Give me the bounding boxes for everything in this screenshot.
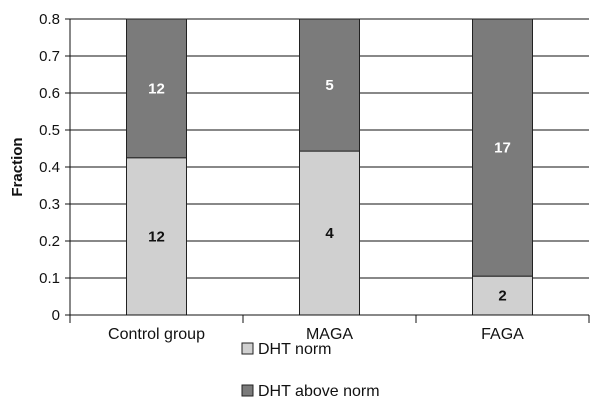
y-tick-label: 0.1 bbox=[39, 270, 60, 287]
data-label: 4 bbox=[325, 225, 334, 242]
y-tick-label: 0.3 bbox=[39, 196, 60, 213]
bar-segment bbox=[299, 18, 360, 152]
bar-segment bbox=[472, 275, 533, 316]
legend-swatch bbox=[241, 342, 254, 355]
data-label: 12 bbox=[148, 80, 165, 97]
x-category-label: Control group bbox=[108, 326, 205, 343]
bar-segment bbox=[126, 18, 187, 159]
data-label: 17 bbox=[494, 140, 511, 157]
y-tick-label: 0.2 bbox=[39, 233, 60, 250]
y-tick-label: 0.7 bbox=[39, 48, 60, 65]
legend-label: DHT above norm bbox=[258, 383, 380, 400]
y-axis-title: Fraction bbox=[9, 137, 26, 196]
labels: 0 0.1 0.2 0.3 0.4 0.5 0.6 0.7 0.8 12 12 Control gro… bbox=[39, 11, 524, 343]
legend: DHT norm DHT above norm bbox=[241, 341, 380, 400]
legend-label: DHT norm bbox=[258, 341, 332, 358]
legend-swatch bbox=[241, 384, 254, 397]
y-tick-label: 0 bbox=[52, 307, 60, 324]
bar-segment bbox=[126, 157, 187, 316]
data-label: 5 bbox=[325, 77, 333, 94]
bar-segment bbox=[472, 18, 533, 277]
y-tick-label: 0.8 bbox=[39, 11, 60, 28]
data-label: 2 bbox=[498, 288, 506, 305]
x-category-label: MAGA bbox=[306, 326, 353, 343]
x-category-label: FAGA bbox=[481, 326, 524, 343]
y-tick-label: 0.6 bbox=[39, 85, 60, 102]
data-label: 12 bbox=[148, 228, 165, 245]
axes bbox=[65, 18, 590, 323]
y-tick-label: 0.5 bbox=[39, 122, 60, 139]
bars bbox=[126, 18, 533, 316]
y-tick-label: 0.4 bbox=[39, 159, 60, 176]
bar-segment bbox=[299, 150, 360, 316]
